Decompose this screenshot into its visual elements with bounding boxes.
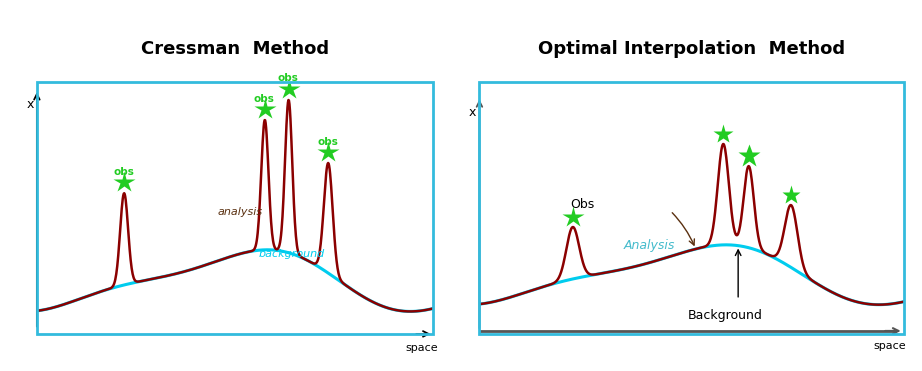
Text: x: x — [468, 106, 476, 119]
Text: obs: obs — [113, 167, 134, 177]
Text: obs: obs — [278, 73, 299, 83]
Text: obs: obs — [317, 137, 338, 147]
Text: Optimal Interpolation  Method: Optimal Interpolation Method — [538, 39, 845, 58]
Text: Analysis: Analysis — [623, 239, 675, 252]
Text: space: space — [406, 343, 438, 353]
Text: background: background — [259, 249, 325, 259]
Text: Obs: Obs — [571, 198, 595, 211]
Text: Cressman  Method: Cressman Method — [141, 39, 329, 58]
Text: Background: Background — [687, 309, 762, 322]
Text: space: space — [874, 341, 906, 351]
Text: x: x — [27, 98, 34, 111]
Text: obs: obs — [254, 93, 275, 104]
Text: analysis: analysis — [218, 207, 263, 217]
